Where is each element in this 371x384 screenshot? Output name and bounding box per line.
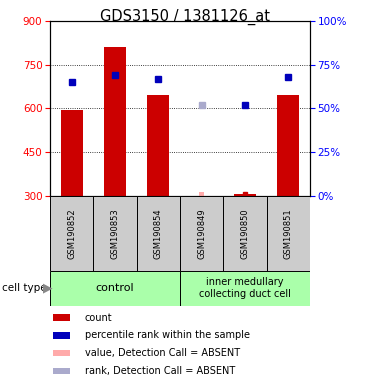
Bar	[104, 47, 126, 196]
Bar	[234, 194, 256, 196]
Bar	[148, 94, 169, 196]
Bar	[180, 196, 223, 271]
Bar	[137, 196, 180, 271]
Bar	[93, 196, 137, 271]
Bar	[61, 110, 82, 196]
Text: rank, Detection Call = ABSENT: rank, Detection Call = ABSENT	[85, 366, 235, 376]
Text: GDS3150 / 1381126_at: GDS3150 / 1381126_at	[101, 8, 270, 25]
Text: GSM190850: GSM190850	[240, 208, 249, 258]
Bar	[266, 196, 310, 271]
Text: GSM190854: GSM190854	[154, 208, 163, 258]
Text: value, Detection Call = ABSENT: value, Detection Call = ABSENT	[85, 348, 240, 358]
Text: GSM190853: GSM190853	[111, 208, 119, 259]
Text: GSM190851: GSM190851	[284, 208, 293, 258]
Bar	[223, 196, 266, 271]
Bar	[180, 271, 310, 306]
Text: cell type: cell type	[2, 283, 46, 293]
Bar	[50, 196, 93, 271]
Bar	[53, 332, 70, 339]
Text: GSM190849: GSM190849	[197, 208, 206, 258]
Bar	[199, 192, 204, 196]
Text: control: control	[96, 283, 134, 293]
Bar	[53, 350, 70, 356]
Text: count: count	[85, 313, 112, 323]
Bar	[53, 314, 70, 321]
Text: percentile rank within the sample: percentile rank within the sample	[85, 330, 250, 340]
Text: ▶: ▶	[43, 282, 52, 295]
Bar	[53, 368, 70, 374]
Text: GSM190852: GSM190852	[67, 208, 76, 258]
Text: inner medullary
collecting duct cell: inner medullary collecting duct cell	[199, 277, 291, 300]
Bar	[50, 271, 180, 306]
Bar	[278, 94, 299, 196]
